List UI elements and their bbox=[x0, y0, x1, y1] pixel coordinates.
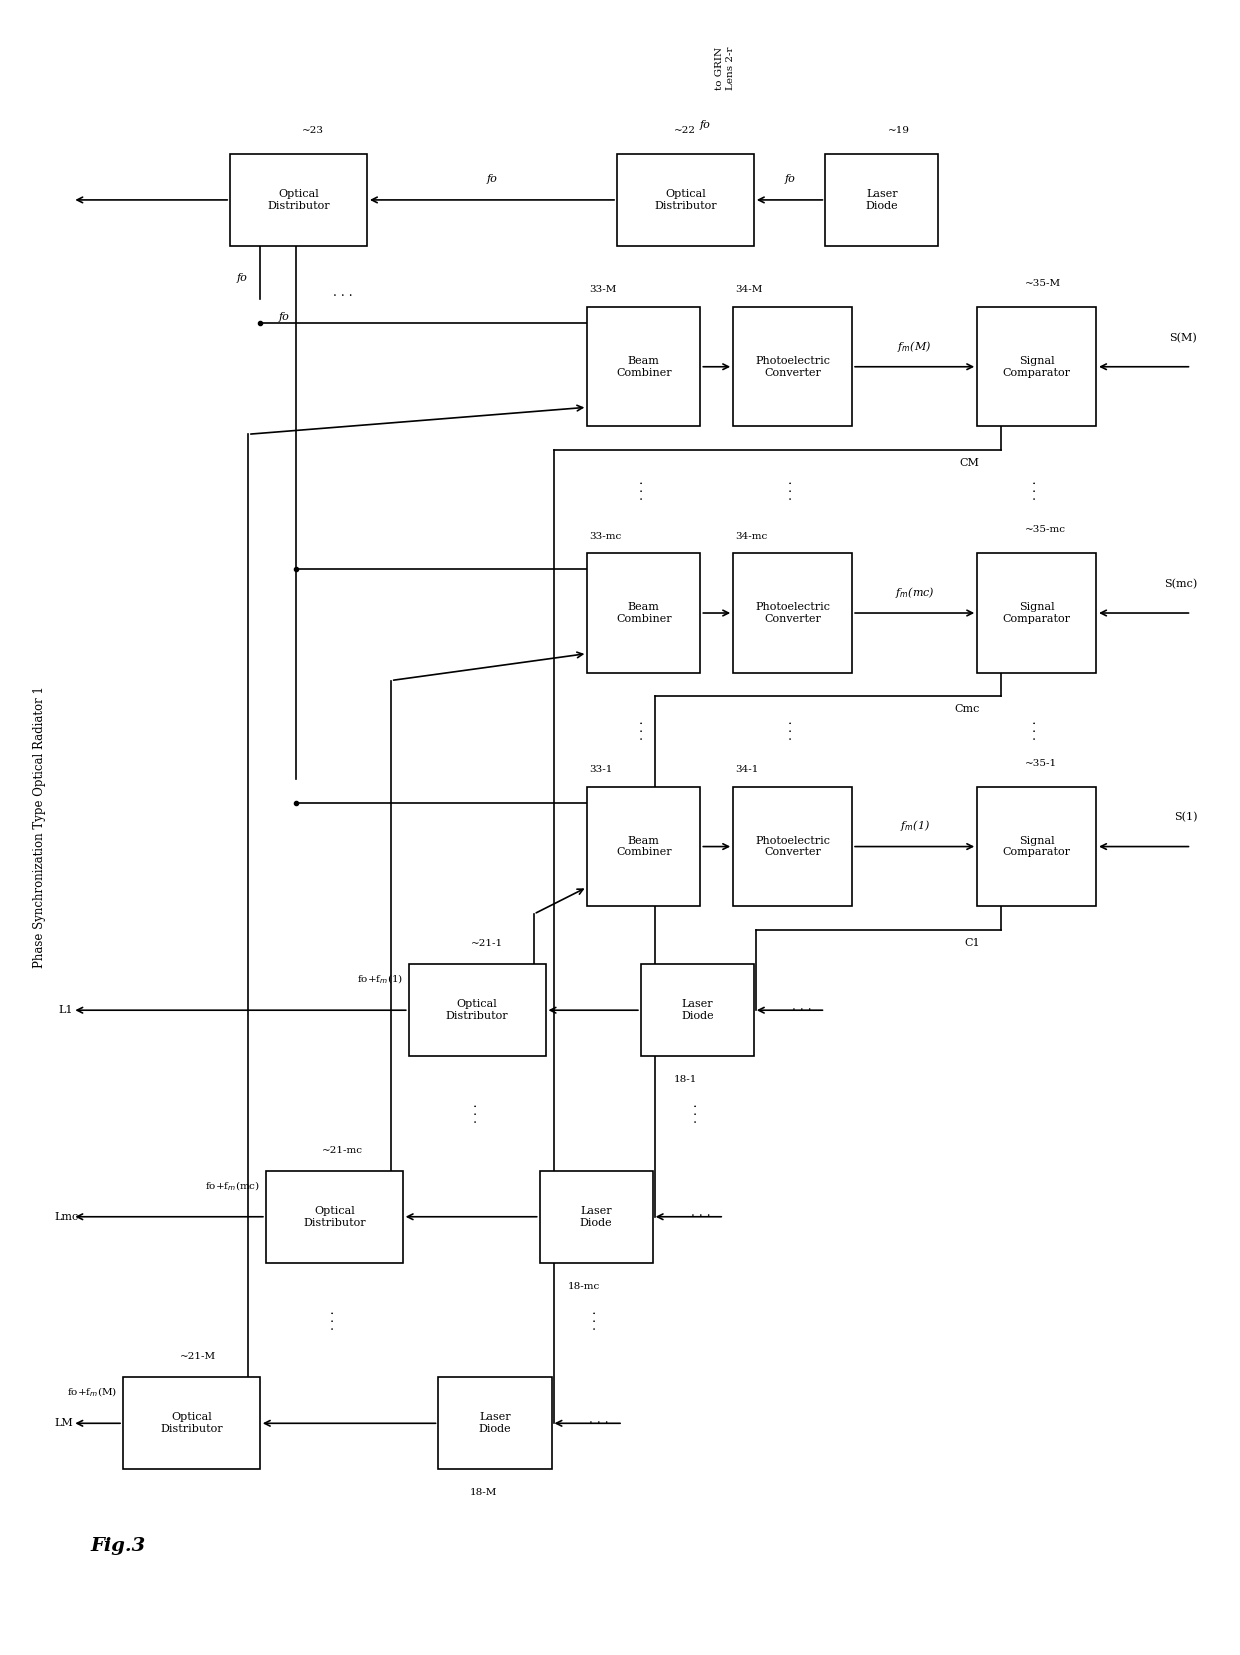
Text: · · ·: · · · bbox=[691, 1104, 704, 1124]
Text: · · ·: · · · bbox=[589, 1417, 609, 1430]
Bar bbox=[733, 788, 852, 907]
Text: · · ·: · · · bbox=[471, 1104, 484, 1124]
Text: Optical
Distributor: Optical Distributor bbox=[655, 189, 717, 210]
Bar bbox=[618, 154, 754, 247]
Text: fo: fo bbox=[784, 174, 795, 184]
Text: Cmc: Cmc bbox=[954, 705, 980, 715]
Text: ~35-1: ~35-1 bbox=[1024, 760, 1056, 768]
Text: 34-mc: 34-mc bbox=[735, 531, 768, 541]
Text: Laser
Diode: Laser Diode bbox=[580, 1206, 613, 1228]
Text: · · ·: · · · bbox=[327, 1311, 341, 1331]
Text: fo+f$_m$(M): fo+f$_m$(M) bbox=[67, 1385, 117, 1400]
Text: CM: CM bbox=[960, 458, 980, 468]
Text: Laser
Diode: Laser Diode bbox=[866, 189, 898, 210]
Text: Beam
Combiner: Beam Combiner bbox=[616, 602, 672, 624]
Bar bbox=[733, 553, 852, 672]
Text: 33-mc: 33-mc bbox=[590, 531, 622, 541]
Text: · · ·: · · · bbox=[786, 720, 799, 740]
Bar bbox=[588, 553, 701, 672]
Text: ~19: ~19 bbox=[888, 126, 910, 134]
Text: 33-1: 33-1 bbox=[590, 765, 613, 775]
Text: Laser
Diode: Laser Diode bbox=[479, 1412, 511, 1435]
Text: · · ·: · · · bbox=[786, 480, 799, 500]
Text: · · ·: · · · bbox=[691, 1210, 711, 1223]
Text: f$_m$(1): f$_m$(1) bbox=[899, 819, 930, 834]
Text: S(M): S(M) bbox=[1169, 333, 1198, 343]
Text: ~21-mc: ~21-mc bbox=[322, 1145, 363, 1155]
Text: ~22: ~22 bbox=[673, 126, 696, 134]
Text: Optical
Distributor: Optical Distributor bbox=[446, 1000, 508, 1021]
Text: · · ·: · · · bbox=[334, 290, 353, 303]
Text: fo: fo bbox=[699, 121, 711, 131]
Bar bbox=[977, 553, 1096, 672]
Text: f$_m$(mc): f$_m$(mc) bbox=[895, 584, 935, 599]
Text: ~21-1: ~21-1 bbox=[471, 940, 503, 948]
Text: ~35-mc: ~35-mc bbox=[1024, 525, 1065, 535]
Text: ~21-M: ~21-M bbox=[180, 1352, 216, 1362]
Bar bbox=[977, 308, 1096, 427]
Text: · · ·: · · · bbox=[637, 720, 650, 740]
Bar bbox=[409, 965, 546, 1056]
Text: fo+f$_m$(1): fo+f$_m$(1) bbox=[357, 973, 403, 986]
Text: Optical
Distributor: Optical Distributor bbox=[303, 1206, 366, 1228]
Text: Photoelectric
Converter: Photoelectric Converter bbox=[755, 356, 830, 377]
Text: 18-M: 18-M bbox=[470, 1488, 497, 1498]
Text: Signal
Comparator: Signal Comparator bbox=[1003, 836, 1070, 857]
Bar bbox=[231, 154, 367, 247]
Text: Photoelectric
Converter: Photoelectric Converter bbox=[755, 602, 830, 624]
Bar bbox=[826, 154, 939, 247]
Bar bbox=[265, 1170, 403, 1263]
Text: 18-1: 18-1 bbox=[673, 1076, 697, 1084]
Text: Signal
Comparator: Signal Comparator bbox=[1003, 356, 1070, 377]
Text: Beam
Combiner: Beam Combiner bbox=[616, 356, 672, 377]
Bar bbox=[123, 1377, 260, 1470]
Text: C1: C1 bbox=[963, 938, 980, 948]
Text: Photoelectric
Converter: Photoelectric Converter bbox=[755, 836, 830, 857]
Bar bbox=[641, 965, 754, 1056]
Text: fo+f$_m$(mc): fo+f$_m$(mc) bbox=[205, 1180, 260, 1193]
Text: 34-1: 34-1 bbox=[735, 765, 759, 775]
Text: Signal
Comparator: Signal Comparator bbox=[1003, 602, 1070, 624]
Text: · · ·: · · · bbox=[791, 1003, 811, 1016]
Text: to GRIN
Lens 2-r: to GRIN Lens 2-r bbox=[715, 46, 734, 91]
Bar bbox=[588, 308, 701, 427]
Text: f$_m$(M): f$_m$(M) bbox=[898, 339, 931, 354]
Text: Beam
Combiner: Beam Combiner bbox=[616, 836, 672, 857]
Text: fo: fo bbox=[486, 174, 497, 184]
Text: Lmc: Lmc bbox=[55, 1211, 79, 1221]
Text: Optical
Distributor: Optical Distributor bbox=[268, 189, 330, 210]
Text: · · ·: · · · bbox=[590, 1311, 603, 1331]
Text: ~23: ~23 bbox=[303, 126, 324, 134]
Text: S(mc): S(mc) bbox=[1164, 579, 1198, 589]
Bar bbox=[733, 308, 852, 427]
Text: L1: L1 bbox=[58, 1005, 73, 1015]
Text: LM: LM bbox=[55, 1418, 73, 1428]
Text: Laser
Diode: Laser Diode bbox=[681, 1000, 714, 1021]
Text: 18-mc: 18-mc bbox=[568, 1283, 600, 1291]
Text: fo: fo bbox=[237, 273, 248, 283]
Text: Fig.3: Fig.3 bbox=[91, 1537, 145, 1556]
Text: Phase Synchronization Type Optical Radiator 1: Phase Synchronization Type Optical Radia… bbox=[32, 687, 46, 968]
Bar bbox=[539, 1170, 652, 1263]
Text: fo: fo bbox=[279, 313, 290, 323]
Bar bbox=[588, 788, 701, 907]
Text: · · ·: · · · bbox=[637, 480, 650, 500]
Text: 34-M: 34-M bbox=[735, 285, 763, 295]
Text: · · ·: · · · bbox=[1030, 720, 1043, 740]
Text: 33-M: 33-M bbox=[590, 285, 618, 295]
Text: Optical
Distributor: Optical Distributor bbox=[160, 1412, 223, 1435]
Text: ~35-M: ~35-M bbox=[1024, 280, 1061, 288]
Text: S(1): S(1) bbox=[1174, 813, 1198, 823]
Text: · · ·: · · · bbox=[1030, 480, 1043, 500]
Bar bbox=[977, 788, 1096, 907]
Bar bbox=[439, 1377, 552, 1470]
